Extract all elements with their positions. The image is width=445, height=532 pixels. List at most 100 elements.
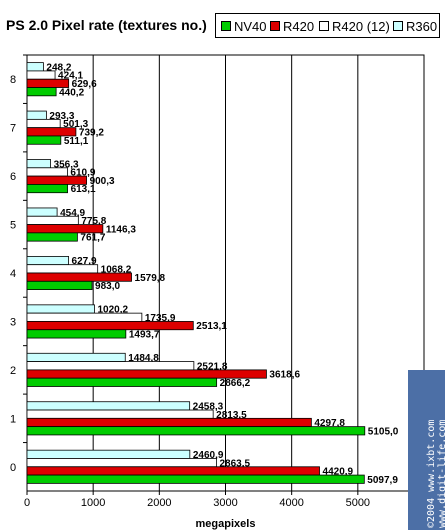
legend-swatch-r360 (393, 21, 403, 31)
data-label: 5105,0 (368, 426, 399, 437)
bar-r420-12--4 (26, 264, 99, 274)
bar-nv40-4 (26, 280, 93, 290)
bar-r420-12--8 (26, 70, 56, 80)
data-label: 356,3 (54, 159, 79, 170)
chart-title: PS 2.0 Pixel rate (textures no.) (6, 17, 207, 33)
data-label: 2813,5 (216, 410, 247, 421)
y-tick-label: 3 (10, 316, 16, 328)
data-label: 2458,3 (193, 402, 224, 413)
bar-r420-0 (26, 466, 320, 476)
legend-label-nv40: NV40 (234, 19, 267, 34)
legend-label-r360: R360 (406, 19, 438, 34)
bar-r360-8 (26, 62, 44, 72)
data-label: 293,3 (49, 111, 74, 122)
data-label: 900,3 (90, 176, 115, 187)
data-label: 3618,6 (269, 370, 300, 381)
data-label: 2866,2 (220, 378, 251, 389)
x-axis-label: megapixels (196, 518, 256, 530)
x-tick-label: 5000 (346, 497, 370, 509)
data-label: 440,2 (59, 87, 84, 98)
legend-swatch-r420-12 (319, 21, 329, 31)
bar-r360-5 (26, 207, 58, 217)
bar-r420-5 (26, 224, 104, 234)
bar-r420-12--3 (26, 312, 143, 322)
legend-label-r420-12: R420 (12) (332, 19, 390, 34)
x-tick-label: 0 (24, 497, 30, 509)
data-label: 2863,5 (219, 458, 250, 469)
bar-r420-12--7 (26, 118, 61, 129)
bar-nv40-6 (26, 184, 68, 194)
bar-r360-7 (26, 110, 47, 120)
data-label: 1146,3 (106, 224, 136, 235)
bar-nv40-3 (26, 329, 127, 339)
bar-r360-3 (26, 304, 95, 314)
data-label: 1068,2 (101, 265, 132, 276)
bar-nv40-0 (26, 474, 365, 484)
bar-r420-8 (26, 78, 70, 88)
legend-swatch-nv40 (221, 21, 231, 31)
y-tick-label: 4 (10, 268, 16, 280)
data-label: 1493,7 (129, 330, 160, 341)
bar-r420-3 (26, 321, 194, 331)
data-label: 629,6 (72, 79, 97, 90)
bar-r420-7 (26, 127, 77, 137)
bar-nv40-2 (26, 377, 218, 387)
bar-nv40-8 (26, 87, 57, 97)
data-label: 627,9 (72, 256, 97, 267)
bar-r420-12--2 (26, 361, 195, 371)
bar-nv40-5 (26, 232, 78, 242)
bar-r420-1 (26, 417, 312, 428)
data-label: 983,0 (95, 281, 120, 292)
y-tick-label: 0 (10, 462, 16, 474)
bar-r420-4 (26, 272, 132, 282)
data-label: 1735,9 (145, 313, 176, 324)
bar-nv40-7 (26, 135, 62, 145)
data-label: 610,9 (70, 168, 95, 179)
data-label: 424,1 (58, 71, 83, 82)
data-label: 2513,1 (196, 321, 227, 332)
data-label: 2521,8 (197, 361, 228, 372)
data-label: 1579,8 (135, 273, 166, 284)
bar-r360-1 (26, 401, 191, 411)
bar-r420-12--5 (26, 215, 79, 225)
legend-swatch-r420 (270, 21, 280, 31)
x-tick-label: 1000 (81, 497, 105, 509)
bar-r420-2 (26, 369, 267, 379)
watermark-line-2: www.digit-life.com (437, 419, 445, 528)
x-tick-label: 2000 (147, 497, 171, 509)
y-tick-label: 7 (10, 123, 16, 135)
data-label: 511,1 (64, 136, 89, 147)
bar-r420-12--0 (26, 458, 217, 468)
x-tick-label: 4000 (279, 497, 303, 509)
y-tick-label: 6 (10, 171, 16, 183)
watermark: ©2004 www.ixbt.com www.digit-life.com (408, 370, 445, 530)
bar-nv40-1 (26, 426, 366, 436)
watermark-text: ©2004 www.ixbt.com www.digit-life.com (426, 420, 445, 528)
data-label: 775,8 (81, 216, 106, 227)
data-label: 1484,8 (128, 353, 159, 364)
y-tick-label: 1 (10, 413, 16, 425)
data-label: 4420,9 (323, 467, 354, 478)
data-label: 2460,9 (193, 450, 224, 461)
data-label: 613,1 (71, 184, 96, 195)
bar-r420-12--1 (26, 409, 214, 419)
bar-r420-12--6 (26, 167, 68, 177)
data-label: 1020,2 (98, 305, 129, 316)
y-tick-label: 5 (10, 220, 16, 232)
bar-r360-4 (26, 255, 69, 266)
bar-r420-6 (26, 175, 87, 185)
data-label: 454,9 (60, 208, 85, 219)
legend-label-r420: R420 (283, 19, 315, 34)
x-tick-label: 3000 (213, 497, 237, 509)
y-tick-label: 8 (10, 74, 16, 86)
legend: NV40 R420 R420 (12) R360 (215, 13, 440, 38)
data-label: 5097,9 (367, 475, 398, 486)
data-label: 739,2 (79, 127, 104, 138)
bar-r360-6 (26, 159, 51, 169)
bar-r360-0 (26, 449, 191, 459)
data-label: 4297,8 (314, 418, 345, 429)
data-label: 761,7 (80, 233, 105, 244)
y-tick-label: 2 (10, 365, 16, 377)
